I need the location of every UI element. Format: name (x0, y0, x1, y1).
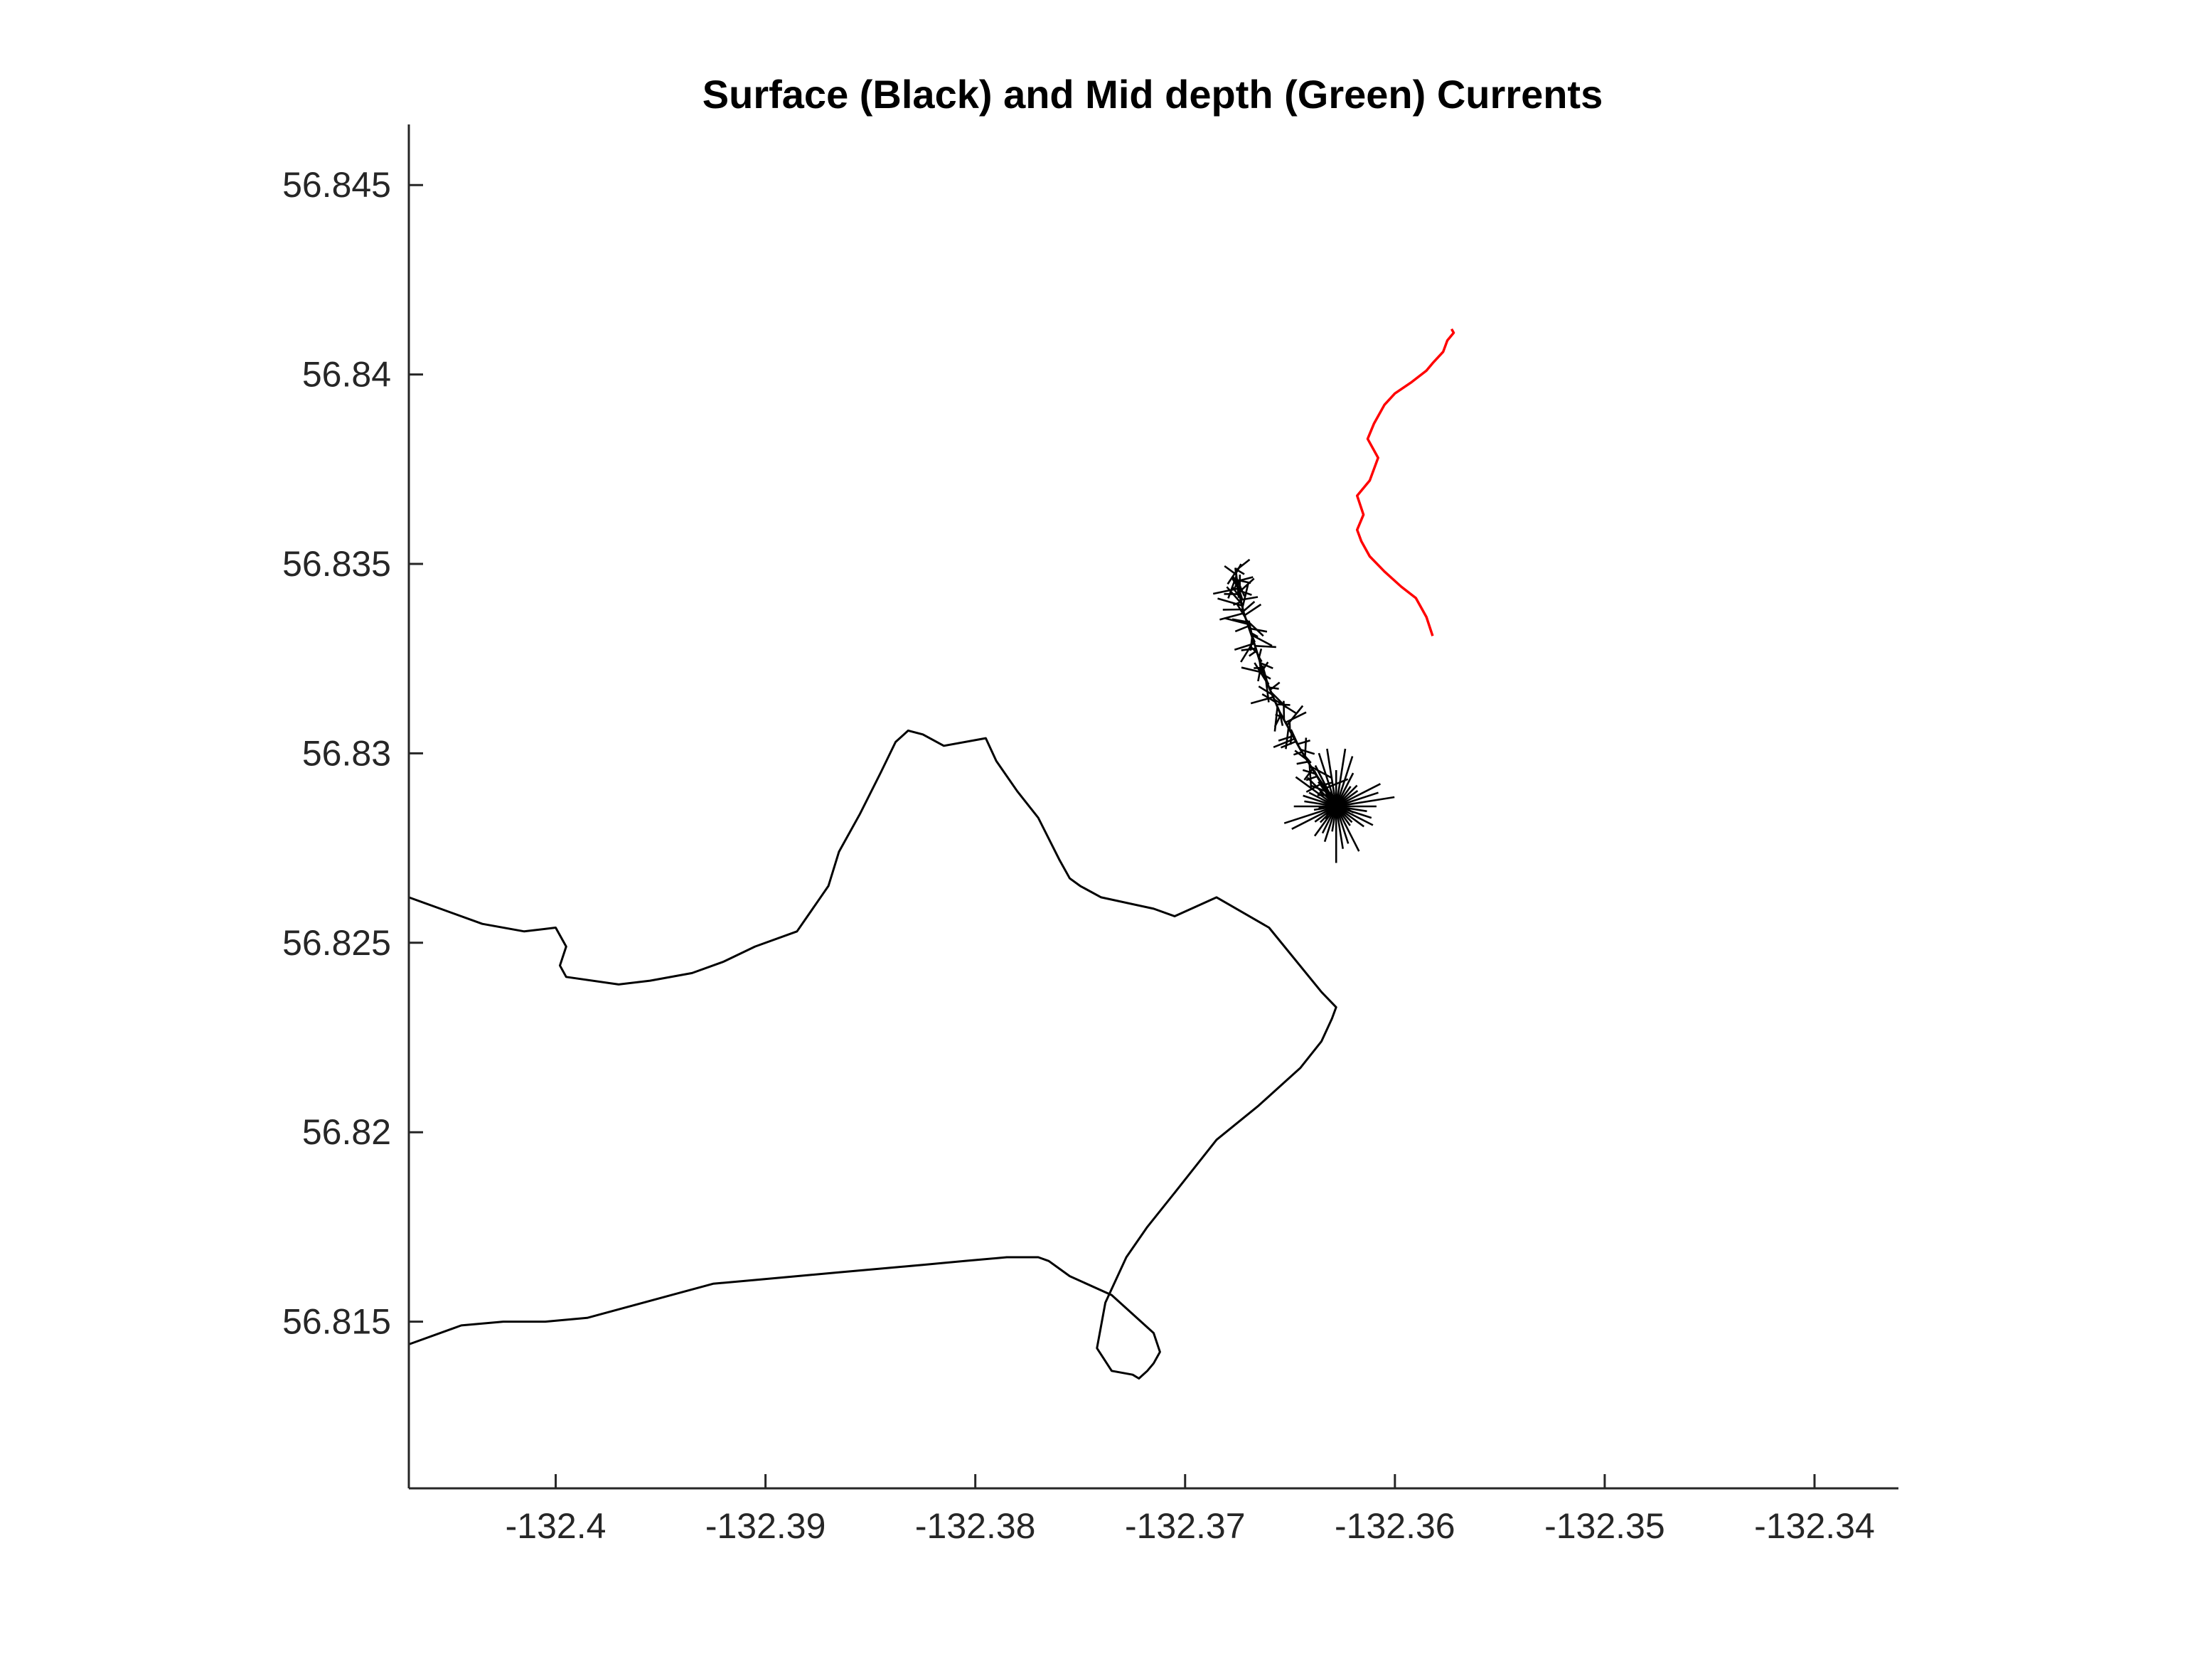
current-vector (1291, 805, 1337, 830)
current-vector (1293, 751, 1303, 756)
current-vector (1249, 650, 1258, 657)
current-vector (1241, 584, 1249, 608)
current-vector (1263, 677, 1270, 686)
current-vector (1245, 619, 1264, 637)
current-vector (1212, 587, 1239, 595)
y-tick-label: 56.835 (282, 544, 391, 584)
current-vector (1234, 625, 1249, 633)
current-vector (1285, 711, 1307, 724)
x-tick-label: -132.36 (1335, 1506, 1455, 1546)
current-vector (1265, 680, 1270, 703)
current-vector (1227, 575, 1238, 599)
current-vector (1335, 805, 1372, 819)
current-vector (1261, 661, 1269, 671)
current-vector (1240, 596, 1259, 601)
x-tick-label: -132.39 (705, 1506, 826, 1546)
current-vector (1238, 590, 1252, 596)
current-vector (1300, 748, 1315, 755)
x-tick-label: -132.38 (915, 1506, 1036, 1546)
current-vector (1285, 727, 1290, 750)
current-vector (1249, 636, 1254, 651)
y-tick-label: 56.815 (282, 1302, 391, 1342)
y-tick-label: 56.84 (302, 355, 391, 395)
current-vector (1303, 768, 1313, 781)
current-vector (1335, 806, 1344, 849)
current-vector (1259, 660, 1262, 673)
surface-current-line (1234, 567, 1337, 807)
current-vector (1235, 568, 1245, 575)
current-vector (1306, 777, 1337, 807)
coastline-line (408, 729, 1337, 1380)
current-vector (1335, 756, 1354, 807)
current-vector (1303, 754, 1312, 764)
current-vector (1318, 752, 1337, 807)
chart-title: Surface (Black) and Mid depth (Green) Cu… (702, 72, 1603, 117)
current-vector (1257, 655, 1263, 663)
current-vector (1242, 601, 1256, 612)
current-vector (1297, 740, 1310, 745)
y-tick-label: 56.82 (302, 1112, 391, 1152)
current-vector (1249, 630, 1256, 643)
current-vector (1283, 805, 1337, 824)
current-vector (1304, 737, 1308, 757)
y-tick-label: 56.83 (302, 733, 391, 773)
current-vector (1235, 577, 1240, 598)
current-vector (1251, 634, 1273, 647)
plot-area (408, 328, 1455, 1380)
current-vector (1308, 764, 1313, 788)
axes: -132.4 -132.39 -132.38 -132.37 -132.36 -132.3… (282, 124, 1898, 1546)
x-tick-label: -132.4 (506, 1506, 607, 1546)
current-vector (1286, 705, 1304, 726)
current-vector (1270, 691, 1288, 709)
current-vector (1244, 603, 1262, 617)
current-vector (1281, 740, 1297, 749)
x-tick-label: -132.35 (1544, 1506, 1665, 1546)
mid-depth-track-line (1355, 328, 1455, 636)
current-vector (1231, 618, 1247, 623)
current-vector (1323, 806, 1337, 843)
current-vector (1224, 617, 1248, 625)
current-vector (1273, 706, 1278, 732)
current-vector (1227, 571, 1237, 585)
current-vector (1296, 760, 1308, 765)
current-vector (1313, 806, 1337, 837)
current-vector (1335, 796, 1395, 808)
current-vector (1310, 765, 1333, 779)
x-tick-label: -132.34 (1754, 1506, 1875, 1546)
current-vector (1236, 603, 1246, 619)
current-vector (1314, 764, 1337, 807)
current-vector (1217, 597, 1243, 607)
current-vector (1236, 578, 1246, 597)
current-vector (1305, 775, 1318, 782)
current-vector (1255, 645, 1276, 649)
y-tick-label: 56.845 (282, 165, 391, 205)
current-vector (1278, 711, 1284, 726)
current-vector (1335, 783, 1381, 808)
current-vector (1233, 601, 1242, 606)
current-vector (1335, 791, 1379, 808)
current-vector (1335, 772, 1355, 807)
current-vector (1335, 806, 1360, 852)
surface-current-vectors (1212, 558, 1395, 863)
current-vector (1236, 579, 1251, 585)
current-vector (1250, 696, 1274, 705)
x-tick-label: -132.37 (1125, 1506, 1246, 1546)
current-vector (1335, 748, 1347, 807)
current-vector (1258, 686, 1273, 695)
current-vector (1260, 662, 1273, 669)
current-vector (1263, 674, 1271, 680)
current-vector (1335, 805, 1374, 826)
y-tick-label: 56.825 (282, 923, 391, 963)
current-vector (1326, 748, 1337, 807)
current-vector (1313, 771, 1327, 790)
current-vector (1294, 750, 1308, 760)
current-vector (1295, 776, 1337, 808)
current-vector (1235, 558, 1251, 572)
current-vector (1305, 782, 1323, 793)
current-vector (1268, 686, 1279, 690)
current-vector (1335, 806, 1350, 844)
current-vector (1219, 612, 1244, 621)
